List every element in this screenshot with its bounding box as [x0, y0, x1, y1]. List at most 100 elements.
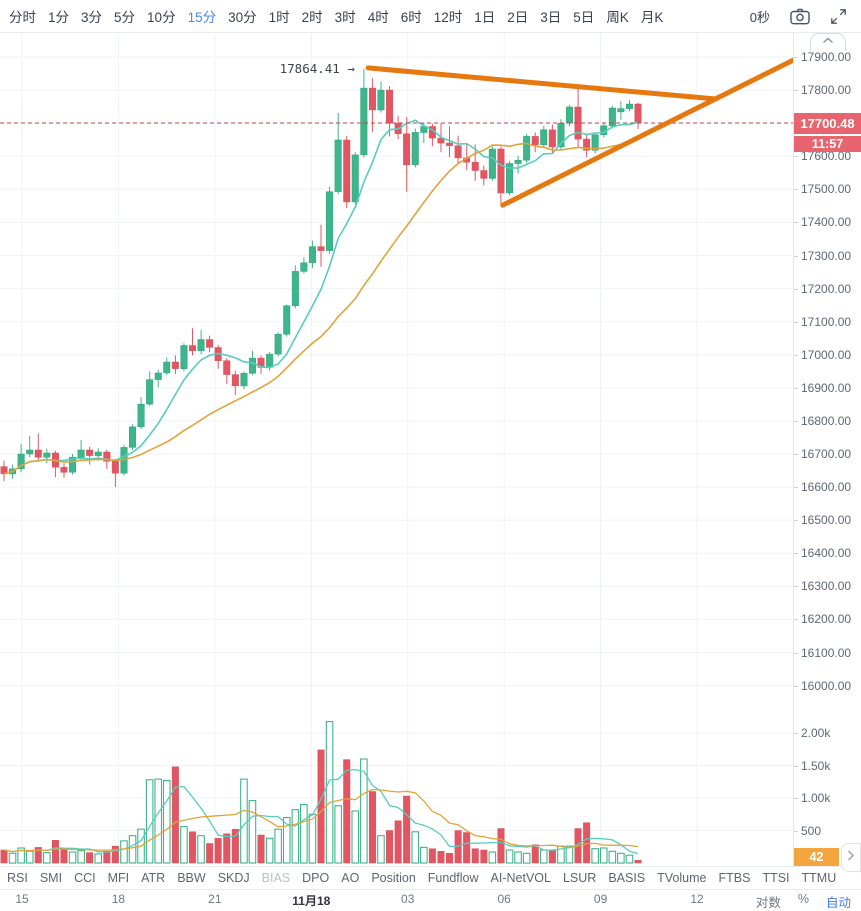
volume-bar: [17, 847, 25, 864]
indicator-tab-DPO[interactable]: DPO: [302, 871, 330, 885]
candle: [403, 133, 411, 166]
indicator-tab-BASIS[interactable]: BASIS: [608, 871, 646, 885]
price-tick-label: 17300.00: [801, 248, 852, 263]
candle: [506, 163, 514, 194]
price-axis[interactable]: 17900.0017800.0017700.0017600.0017500.00…: [793, 32, 861, 867]
chevron-up-icon: [822, 31, 834, 49]
price-tick: [794, 222, 798, 224]
timeframe-button-30分[interactable]: 30分: [228, 10, 257, 25]
peak-price-annotation: 17864.41 →: [280, 61, 356, 76]
price-tick-label: 16900.00: [801, 380, 852, 395]
volume-bar: [317, 749, 325, 864]
volume-bar: [334, 805, 342, 864]
candle: [266, 353, 274, 368]
time-tick-label: 03: [401, 892, 415, 906]
candle: [334, 139, 342, 192]
candle: [360, 87, 368, 156]
timeframe-button-15分[interactable]: 15分: [187, 10, 217, 25]
candle: [223, 360, 231, 375]
volume-tick-label: 2.00k: [801, 726, 831, 740]
timeframe-button-分时[interactable]: 分时: [9, 10, 36, 25]
volume-bar: [103, 851, 111, 864]
volume-bar: [599, 847, 608, 864]
timeframe-button-3分[interactable]: 3分: [81, 10, 103, 25]
indicator-tab-TTSI[interactable]: TTSI: [762, 871, 790, 885]
timeframe-button-月K[interactable]: 月K: [640, 10, 664, 25]
volume-bar: [531, 844, 539, 864]
indicator-tab-SKDJ[interactable]: SKDJ: [217, 871, 250, 885]
volume-bar: [60, 849, 68, 864]
price-tick-label: 16100.00: [801, 645, 852, 660]
volume-bar: [77, 850, 85, 864]
volume-bar: [257, 834, 265, 864]
indicator-tab-LSUR[interactable]: LSUR: [562, 871, 597, 885]
indicator-tab-BIAS[interactable]: BIAS: [261, 871, 291, 885]
indicator-tab-Position[interactable]: Position: [371, 871, 416, 885]
volume-bar: [8, 852, 17, 864]
indicator-tab-RSI[interactable]: RSI: [7, 871, 28, 885]
volume-tick: [794, 765, 798, 767]
timeframe-button-12时[interactable]: 12时: [433, 10, 463, 25]
main-price-volume-chart[interactable]: 17864.41 →: [0, 32, 794, 866]
timeframe-button-1时[interactable]: 1时: [268, 10, 290, 25]
timeframe-button-5日[interactable]: 5日: [573, 10, 595, 25]
volume-bar: [171, 766, 179, 864]
percent-scale-toggle[interactable]: %: [797, 892, 809, 906]
volume-bar: [505, 849, 514, 864]
timeframe-button-6时[interactable]: 6时: [400, 10, 422, 25]
timeframe-button-1分[interactable]: 1分: [48, 10, 70, 25]
volume-tick: [794, 830, 798, 832]
timeframe-button-4时[interactable]: 4时: [367, 10, 389, 25]
auto-scale-toggle[interactable]: 自动: [825, 896, 851, 910]
timeframe-button-周K[interactable]: 周K: [606, 10, 629, 25]
indicator-tab-Fundflow[interactable]: Fundflow: [427, 871, 479, 885]
indicator-tab-AO[interactable]: AO: [341, 871, 360, 885]
collapse-panel-tab[interactable]: [810, 33, 846, 51]
candle: [343, 139, 351, 203]
timeframe-button-5分[interactable]: 5分: [114, 10, 136, 25]
indicator-tab-CCI[interactable]: CCI: [74, 871, 96, 885]
volume-bar: [68, 851, 77, 864]
candle: [625, 103, 633, 109]
price-tick-label: 17600.00: [801, 149, 852, 164]
indicator-tab-FTBS[interactable]: FTBS: [718, 871, 751, 885]
candle: [308, 246, 316, 264]
timeframe-button-2日[interactable]: 2日: [507, 10, 529, 25]
indicator-tab-TVolume[interactable]: TVolume: [657, 871, 707, 885]
candle: [77, 449, 85, 458]
screenshot-camera-icon[interactable]: [790, 8, 810, 25]
volume-bar: [325, 721, 334, 864]
volume-tick: [794, 733, 798, 734]
candle: [163, 361, 171, 374]
expand-panel-button[interactable]: [841, 843, 861, 872]
indicator-tab-ATR[interactable]: ATR: [141, 871, 166, 885]
timeframe-button-3日[interactable]: 3日: [540, 10, 562, 25]
trendline-descending-resistance[interactable]: [365, 65, 719, 102]
indicator-tab-MFI[interactable]: MFI: [107, 871, 130, 885]
indicator-tab-BBW[interactable]: BBW: [177, 871, 206, 885]
log-scale-toggle[interactable]: 对数: [755, 896, 781, 910]
volume-bar: [197, 835, 205, 864]
indicator-tab-SMI[interactable]: SMI: [39, 871, 63, 885]
indicator-tab-AI-NetVOL[interactable]: AI-NetVOL: [490, 871, 551, 885]
candle: [608, 107, 616, 127]
timeframe-button-3时[interactable]: 3时: [334, 10, 356, 25]
price-tick-label: 17800.00: [801, 83, 852, 98]
timeframe-button-1日[interactable]: 1日: [474, 10, 496, 25]
timeframe-button-10分[interactable]: 10分: [147, 10, 176, 25]
indicator-tab-TTMU[interactable]: TTMU: [801, 871, 837, 885]
volume-bar: [43, 852, 51, 864]
volume-bar: [360, 758, 368, 864]
candle: [591, 134, 599, 151]
volume-bar: [308, 813, 317, 864]
trendline-ascending-support[interactable]: [500, 56, 794, 208]
volume-bar: [634, 860, 642, 864]
candle: [240, 373, 248, 387]
volume-bar: [0, 849, 8, 864]
time-axis[interactable]: 15 18 21 11月18 03 06 09 12 对数 % 自动: [0, 889, 861, 910]
time-tick-label: 15: [15, 892, 29, 906]
timeframe-button-2时[interactable]: 2时: [301, 10, 323, 25]
price-tick: [794, 685, 798, 687]
fullscreen-icon[interactable]: [830, 8, 847, 25]
indicator-tabs-bar: RSI SMI CCI MFI ATR BBW SKDJ BIAS DPO AO Position F…: [0, 866, 861, 890]
